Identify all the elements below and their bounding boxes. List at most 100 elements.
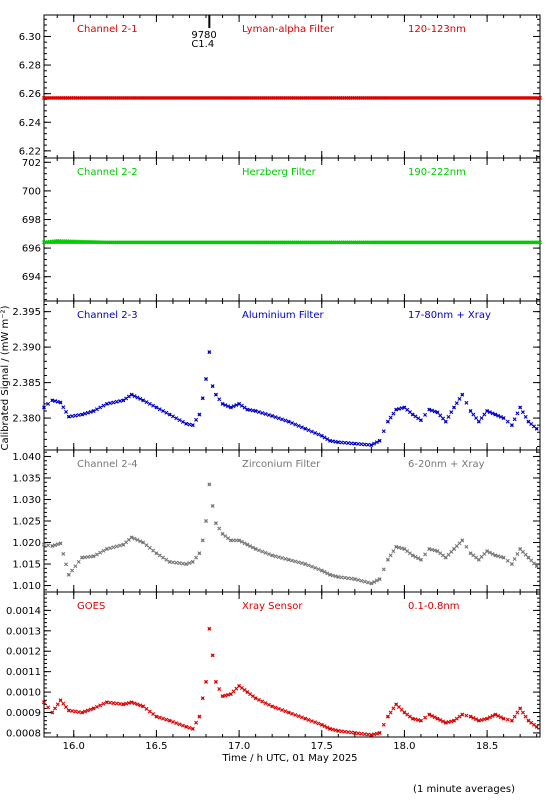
flare-class-label: C1.4 xyxy=(191,39,214,50)
sample-marker xyxy=(427,712,432,717)
sample-marker xyxy=(319,722,324,727)
sample-marker xyxy=(374,578,379,583)
sample-marker xyxy=(359,578,364,583)
sample-marker xyxy=(352,730,357,735)
sample-marker xyxy=(174,416,179,421)
sample-marker xyxy=(91,408,96,413)
sample-marker xyxy=(266,412,271,417)
sample-marker xyxy=(515,552,520,556)
sample-marker xyxy=(250,408,255,413)
sample-marker xyxy=(518,706,523,711)
y-tick-label: 696 xyxy=(22,244,41,255)
sample-marker xyxy=(505,419,510,424)
sample-marker xyxy=(141,398,146,403)
y-tick-label: 2.390 xyxy=(12,343,41,354)
sample-marker xyxy=(429,547,434,552)
sample-marker xyxy=(138,396,143,401)
panel-3: 2.380 2.385 2.390 2.395 Channel 2-3 Aluminium… xyxy=(12,300,541,451)
sample-marker xyxy=(531,561,536,566)
sample-marker xyxy=(490,411,495,416)
sample-marker xyxy=(410,716,415,721)
sample-marker xyxy=(512,417,517,422)
y-tick-label: 1.040 xyxy=(12,452,41,463)
sample-marker xyxy=(429,408,434,413)
sample-marker xyxy=(164,717,169,722)
sample-marker xyxy=(325,571,330,576)
sample-marker xyxy=(207,482,212,487)
sample-marker xyxy=(53,706,58,711)
sample-marker xyxy=(394,407,399,412)
sample-marker xyxy=(217,687,222,691)
sample-marker xyxy=(515,411,520,416)
y-tick-label: 0.0011 xyxy=(6,667,41,678)
y-tick-label: 0.0008 xyxy=(6,728,41,739)
sample-marker xyxy=(391,706,396,711)
sample-marker xyxy=(498,414,503,419)
sample-marker xyxy=(270,553,275,558)
panel-band-label: 6-20nm + Xray xyxy=(408,459,485,470)
sample-marker xyxy=(46,705,51,710)
sample-marker xyxy=(217,397,222,402)
sample-marker xyxy=(187,560,192,565)
x-tick-label: 18.0 xyxy=(393,741,415,752)
sample-marker xyxy=(144,400,149,405)
sample-marker xyxy=(372,441,377,446)
sample-marker xyxy=(253,408,258,413)
sample-marker xyxy=(58,400,63,405)
sample-marker xyxy=(135,702,140,707)
sample-marker xyxy=(76,559,81,564)
panel-band-label: 17-80nm + Xray xyxy=(408,310,491,321)
sample-marker xyxy=(432,409,437,414)
sample-marker xyxy=(101,403,106,408)
sample-marker xyxy=(372,579,377,584)
panel-band-label: 190-222nm xyxy=(408,167,466,178)
sample-marker xyxy=(374,440,379,445)
sample-marker xyxy=(322,569,327,574)
sample-marker xyxy=(129,392,134,397)
sample-marker xyxy=(290,711,294,716)
sample-marker xyxy=(325,437,330,442)
sample-marker xyxy=(476,557,481,562)
y-tick-label: 698 xyxy=(22,215,41,226)
sample-marker xyxy=(410,553,415,558)
sample-marker xyxy=(296,560,301,565)
sample-marker xyxy=(322,724,327,729)
sample-marker xyxy=(226,404,231,409)
sample-marker xyxy=(441,719,445,724)
sample-marker xyxy=(319,568,324,573)
sample-marker xyxy=(132,536,137,541)
sample-marker xyxy=(509,423,514,428)
sample-marker xyxy=(237,401,242,406)
sample-marker xyxy=(91,554,96,559)
sample-marker xyxy=(372,732,377,737)
sample-marker xyxy=(187,422,192,427)
y-tick-label: 2.395 xyxy=(12,307,41,318)
sample-marker xyxy=(124,396,129,401)
sample-marker xyxy=(197,412,202,417)
panel-channel-label: Channel 2-1 xyxy=(77,24,138,35)
sample-marker xyxy=(263,550,268,555)
y-tick-label: 6.24 xyxy=(19,118,41,129)
sample-marker xyxy=(418,718,423,723)
sample-marker xyxy=(479,416,484,421)
sample-marker xyxy=(303,716,308,721)
sample-marker xyxy=(359,731,364,736)
sample-marker xyxy=(154,714,159,719)
sample-marker xyxy=(88,409,93,414)
sample-marker xyxy=(190,423,195,428)
sample-marker xyxy=(325,725,330,730)
sample-marker xyxy=(330,727,335,732)
sample-marker xyxy=(501,555,506,560)
sample-marker xyxy=(138,703,143,708)
sample-marker xyxy=(276,416,281,421)
sample-marker xyxy=(316,567,321,572)
sample-marker xyxy=(356,441,361,446)
sample-marker xyxy=(70,708,75,713)
sample-marker xyxy=(346,576,351,581)
sample-marker xyxy=(174,721,179,726)
sample-marker xyxy=(356,731,361,736)
y-tick-label: 0.0010 xyxy=(6,688,41,699)
y-tick-label: 6.28 xyxy=(19,61,41,72)
sample-marker xyxy=(101,701,106,706)
y-tick-label: 6.22 xyxy=(19,146,41,157)
